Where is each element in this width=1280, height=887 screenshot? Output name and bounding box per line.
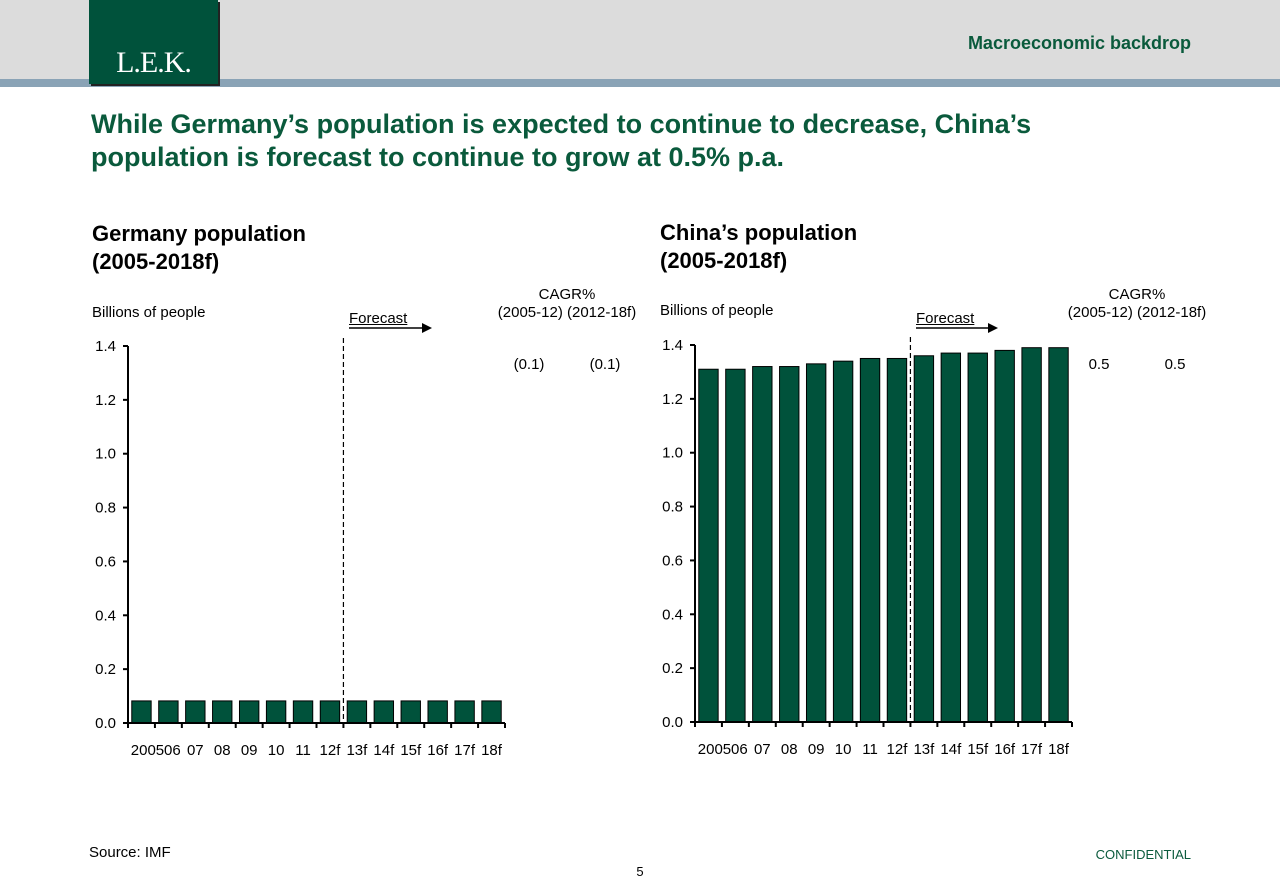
lek-logo: L.E.K.: [89, 0, 218, 84]
china-bar: [805, 363, 827, 723]
china-x-tick-label: 09: [808, 741, 825, 758]
germany-forecast-label: Forecast: [349, 310, 408, 327]
germany-y-tick-label: 0.4: [95, 607, 116, 624]
source-note: Source: IMF: [89, 844, 171, 861]
china-cagr-header: CAGR% (2005-12) (2012-18f): [1067, 286, 1207, 321]
germany-forecast-arrow-head: [422, 323, 432, 333]
china-y-tick-label: 0.4: [662, 606, 683, 623]
china-x-tick-label: 12f: [887, 741, 909, 758]
china-bar: [725, 368, 746, 723]
china-bar: [698, 368, 719, 723]
germany-x-tick-label: 11: [295, 742, 311, 759]
china-bar: [779, 366, 800, 723]
china-cagr-2005-12: 0.5: [1088, 356, 1110, 373]
china-y-tick-label: 1.4: [662, 337, 683, 354]
germany-cagr-2012-18f: (0.1): [589, 356, 621, 373]
logo-text: L.E.K.: [116, 46, 192, 79]
china-x-tick-label: 08: [781, 741, 798, 758]
china-bar: [886, 357, 908, 723]
germany-y-tick-label: 0.8: [95, 500, 116, 517]
china-bar: [1048, 347, 1069, 723]
slide-headline: While Germany’s population is expected t…: [91, 109, 1032, 172]
germany-y-tick-label: 1.2: [95, 392, 116, 409]
china-chart-title: China’s population (2005-2018f): [660, 220, 858, 273]
china-x-tick-label: 07: [754, 741, 771, 758]
china-x-tick-label: 10: [835, 741, 852, 758]
china-bar: [940, 352, 962, 723]
china-x-tick-label: 17f: [1021, 741, 1043, 758]
germany-x-tick-label: 07: [187, 742, 204, 759]
china-units-label: Billions of people: [660, 302, 774, 319]
china-x-tick-label: 18f: [1048, 741, 1070, 758]
germany-x-tick-label: 12f: [320, 742, 342, 759]
confidential-label: CONFIDENTIAL: [1095, 847, 1191, 862]
china-bar: [859, 357, 881, 723]
germany-x-tick-label: 18f: [481, 742, 503, 759]
germany-y-tick-label: 0.2: [95, 661, 116, 678]
germany-x-tick-label: 16f: [427, 742, 449, 759]
china-y-tick-label: 1.0: [662, 445, 683, 462]
page-number: 5: [636, 864, 644, 879]
germany-x-tick-label: 13f: [346, 742, 368, 759]
germany-units-label: Billions of people: [92, 304, 206, 321]
germany-x-tick-label: 09: [241, 742, 258, 759]
germany-cagr-header: CAGR% (2005-12) (2012-18f): [497, 286, 637, 321]
china-y-tick-label: 0.6: [662, 552, 683, 569]
china-x-tick-label: 2005: [698, 741, 731, 758]
china-x-tick-label: 13f: [913, 741, 935, 758]
china-bar: [913, 355, 935, 723]
china-bar: [1021, 347, 1042, 723]
germany-x-tick-label: 15f: [400, 742, 422, 759]
germany-x-tick-label: 06: [164, 742, 181, 759]
header-stripe: [0, 79, 1280, 87]
china-x-tick-label: 16f: [994, 741, 1016, 758]
germany-y-tick-label: 0.6: [95, 553, 116, 570]
germany-x-tick-label: 17f: [454, 742, 476, 759]
china-cagr-2012-18f: 0.5: [1164, 356, 1186, 373]
germany-y-tick-label: 1.0: [95, 446, 116, 463]
germany-cagr-2005-12: (0.1): [513, 356, 545, 373]
germany-x-tick-label: 2005: [131, 742, 164, 759]
china-x-tick-label: 11: [862, 741, 878, 758]
china-forecast-arrow-head: [988, 323, 998, 333]
china-y-tick-label: 0.0: [662, 714, 683, 731]
germany-x-tick-label: 14f: [373, 742, 395, 759]
china-x-tick-label: 15f: [967, 741, 989, 758]
china-y-tick-label: 0.2: [662, 660, 683, 677]
germany-y-tick-label: 0.0: [95, 715, 116, 732]
china-y-tick-label: 0.8: [662, 499, 683, 516]
china-x-tick-label: 06: [731, 741, 748, 758]
china-bar: [832, 360, 854, 723]
germany-x-tick-label: 08: [214, 742, 231, 759]
china-forecast-label: Forecast: [916, 310, 975, 327]
germany-x-tick-label: 10: [268, 742, 285, 759]
germany-chart-title: Germany population (2005-2018f): [92, 221, 306, 274]
china-bar: [994, 349, 1015, 723]
china-bar: [752, 366, 773, 723]
china-y-tick-label: 1.2: [662, 391, 683, 408]
germany-y-tick-label: 1.4: [95, 338, 116, 355]
china-bar: [967, 352, 988, 723]
china-x-tick-label: 14f: [940, 741, 962, 758]
section-title: Macroeconomic backdrop: [967, 33, 1191, 53]
